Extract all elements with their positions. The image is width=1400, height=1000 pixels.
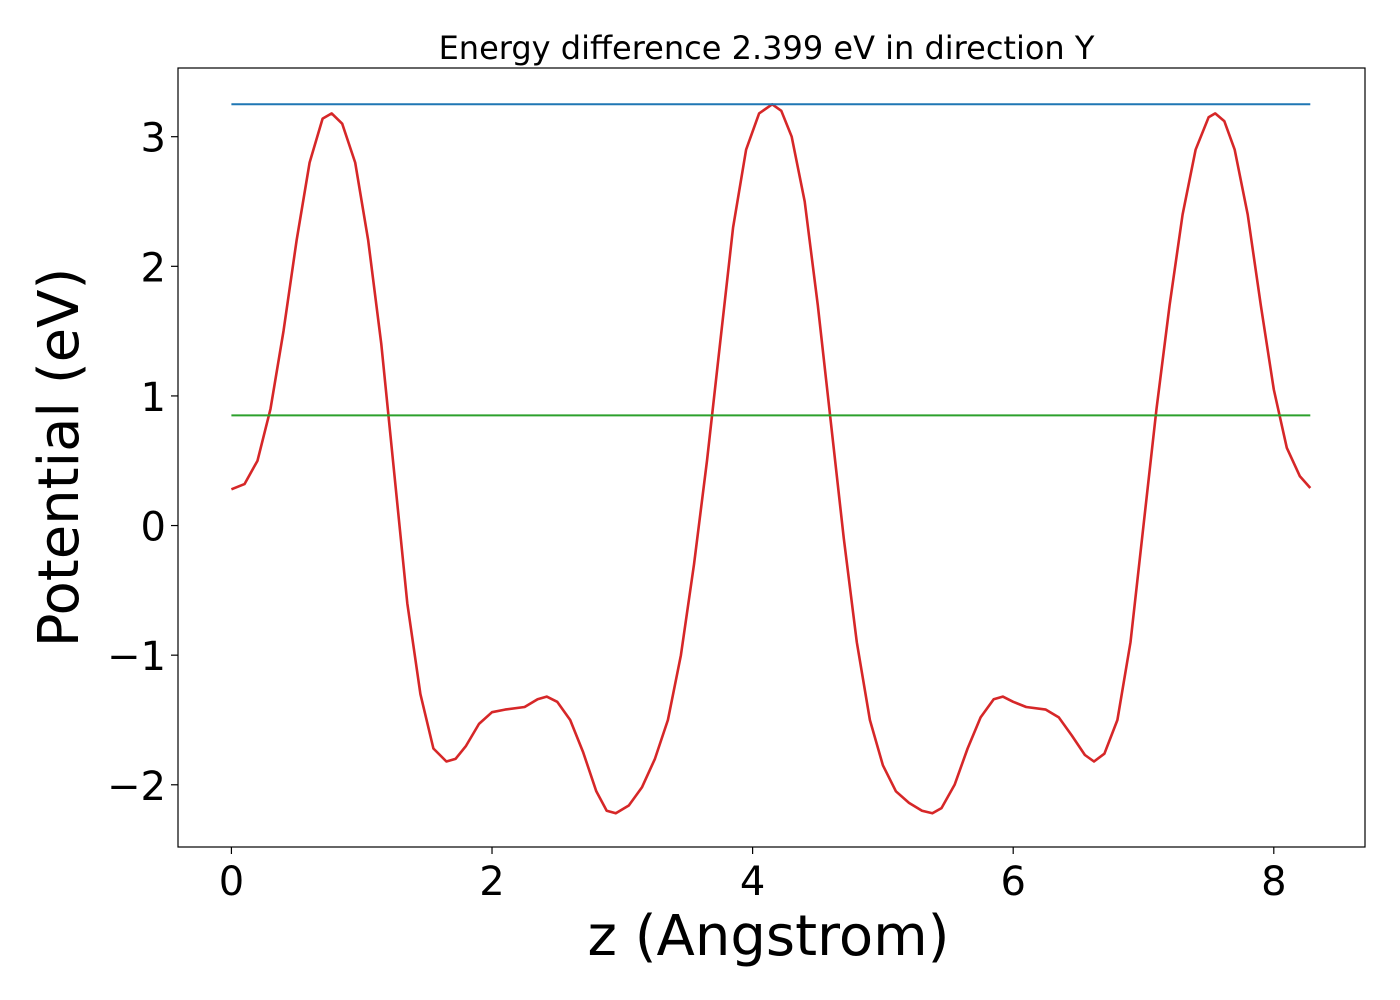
y-tick-label: 2 bbox=[141, 245, 166, 291]
y-tick-label: −1 bbox=[107, 634, 166, 680]
x-axis-ticks: 0 2 4 6 8 bbox=[219, 847, 1287, 905]
plot-frame bbox=[177, 67, 1366, 848]
x-tick-label: 4 bbox=[740, 859, 765, 905]
y-axis-label: Potential (eV) bbox=[27, 268, 92, 648]
x-tick-label: 2 bbox=[479, 859, 504, 905]
x-tick-label: 0 bbox=[219, 859, 244, 905]
chart-title: Energy difference 2.399 eV in direction … bbox=[439, 29, 1095, 67]
potential-curve bbox=[230, 103, 1312, 815]
y-axis-ticks: −2 −1 0 1 2 3 bbox=[107, 116, 178, 810]
x-axis-label: z (Angstrom) bbox=[588, 904, 950, 969]
y-tick-label: 1 bbox=[141, 375, 166, 421]
plot-area bbox=[230, 103, 1312, 815]
x-tick-label: 6 bbox=[1000, 859, 1025, 905]
x-tick-label: 8 bbox=[1261, 859, 1286, 905]
y-tick-label: 0 bbox=[141, 505, 166, 551]
y-tick-label: 3 bbox=[141, 116, 166, 162]
y-tick-label: −2 bbox=[107, 764, 166, 810]
